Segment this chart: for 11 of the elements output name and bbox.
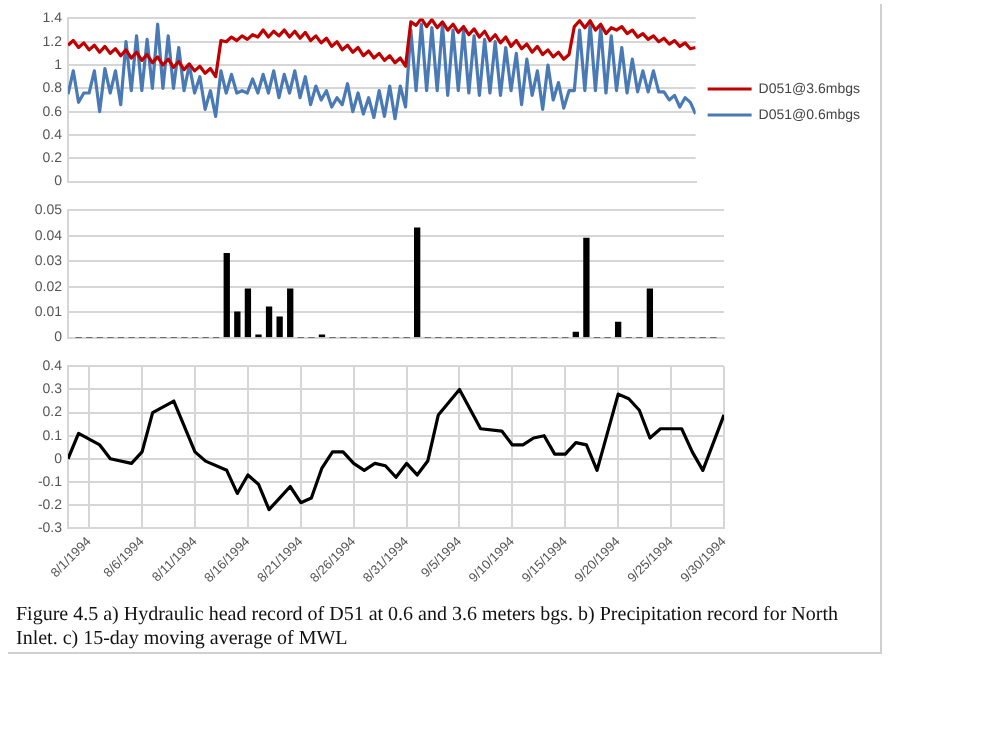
- bar: [276, 316, 283, 338]
- bar: [583, 237, 590, 338]
- caption: Figure 4.5 a) Hydraulic head record of D51 at 0.6 and 3.6 meters bgs. b) Precipitation record for North Inlet. c) 15-day moving average of MWL: [16, 604, 840, 652]
- bar: [234, 311, 241, 338]
- bar: [265, 306, 273, 338]
- bar: [244, 288, 252, 338]
- bar: [287, 288, 294, 338]
- bar: [646, 288, 654, 338]
- bar: [414, 227, 421, 338]
- bar: [614, 321, 622, 338]
- bar: [223, 252, 230, 338]
